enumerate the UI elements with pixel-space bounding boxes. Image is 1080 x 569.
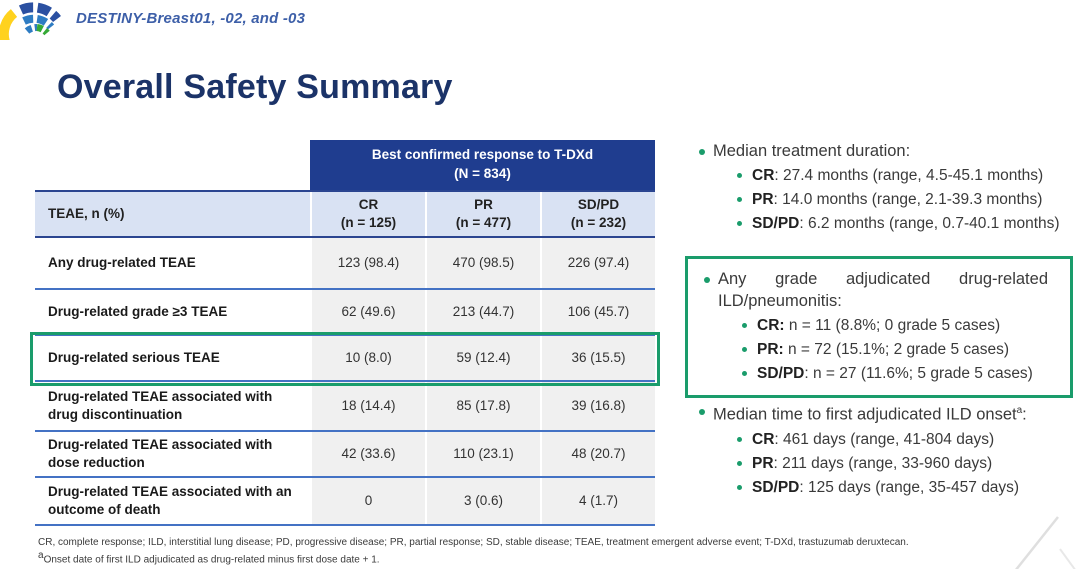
- footnote-abbreviations: CR, complete response; ILD, interstitial…: [38, 537, 909, 548]
- sub-bullet-item: SD/PD: 6.2 months (range, 0.7-40.1 month…: [737, 213, 1077, 234]
- footnotes: CR, complete response; ILD, interstitial…: [38, 537, 1068, 566]
- bullet-dot-icon: [737, 484, 742, 490]
- sub-bullet-item: PR: 14.0 months (range, 2.1-39.3 months): [737, 189, 1077, 210]
- col-header-cr: CR (n = 125): [310, 192, 425, 236]
- table-row-highlighted: Drug-related serious TEAE 10 (8.0) 59 (1…: [35, 336, 655, 382]
- bullet-item: Any grade adjudicated drug-related ILD/p…: [690, 268, 1058, 312]
- safety-table: Best confirmed response to T-DXd (N = 83…: [30, 140, 660, 526]
- sub-bullet-item: SD/PD: n = 27 (11.6%; 5 grade 5 cases): [742, 363, 1058, 384]
- span-header-line2: (N = 834): [454, 166, 511, 181]
- table-row: Drug-related TEAE associated with dose r…: [35, 432, 655, 478]
- sub-bullet-item: SD/PD: 125 days (range, 35-457 days): [737, 477, 1077, 498]
- bullet-dot-icon: [737, 460, 742, 466]
- bullet-dot-icon: [742, 371, 747, 376]
- page-title: Overall Safety Summary: [57, 68, 453, 106]
- table-column-header-row: TEAE, n (%) CR (n = 125) PR (n = 477) SD…: [35, 190, 655, 238]
- bullet-dot-icon: [742, 323, 747, 328]
- bullet-dot-icon: [737, 173, 742, 178]
- col-header-sdpd: SD/PD (n = 232): [540, 192, 655, 236]
- bullet-dot-icon: [699, 149, 705, 155]
- table-row: Any drug-related TEAE 123 (98.4) 470 (98…: [35, 238, 655, 290]
- bullet-group-ild-pneumonitis: Any grade adjudicated drug-related ILD/p…: [685, 256, 1073, 398]
- table-span-header: Best confirmed response to T-DXd (N = 83…: [310, 140, 655, 190]
- table-row: Drug-related grade ≥3 TEAE 62 (49.6) 213…: [35, 290, 655, 336]
- bullet-item: Median treatment duration:: [685, 140, 1077, 162]
- bullet-dot-icon: [737, 221, 742, 226]
- study-title: DESTINY-Breast01, -02, and -03: [76, 10, 306, 27]
- bullet-group-treatment-duration: Median treatment duration: CR: 27.4 mont…: [685, 140, 1077, 234]
- sub-bullet-item: CR: 461 days (range, 41-804 days): [737, 429, 1077, 450]
- col-header-teae: TEAE, n (%): [35, 192, 310, 236]
- destiny-fan-logo-icon: [0, 0, 64, 40]
- bullet-dot-icon: [699, 409, 705, 415]
- span-header-line1: Best confirmed response to T-DXd: [371, 147, 594, 163]
- table-row: Drug-related TEAE associated with drug d…: [35, 382, 655, 432]
- bullet-dot-icon: [742, 347, 747, 352]
- page-corner-mark: [1014, 516, 1076, 569]
- bullet-group-ild-onset: Median time to first adjudicated ILD ons…: [685, 400, 1077, 498]
- bullet-dot-icon: [704, 277, 710, 283]
- sub-bullet-item: PR: 211 days (range, 33-960 days): [737, 453, 1077, 474]
- sub-bullet-item: PR: n = 72 (15.1%; 2 grade 5 cases): [742, 339, 1058, 360]
- bullet-dot-icon: [737, 197, 742, 202]
- footnote-onset: aOnset date of first ILD adjudicated as …: [38, 549, 380, 565]
- col-header-pr: PR (n = 477): [425, 192, 540, 236]
- bullet-item: Median time to first adjudicated ILD ons…: [685, 400, 1077, 426]
- table-row: Drug-related TEAE associated with an out…: [35, 478, 655, 526]
- sub-bullet-item: CR: n = 11 (8.8%; 0 grade 5 cases): [742, 315, 1058, 336]
- sub-bullet-item: CR: 27.4 months (range, 4.5-45.1 months): [737, 165, 1077, 186]
- header: DESTINY-Breast01, -02, and -03: [0, 0, 1080, 44]
- bullet-dot-icon: [737, 436, 742, 442]
